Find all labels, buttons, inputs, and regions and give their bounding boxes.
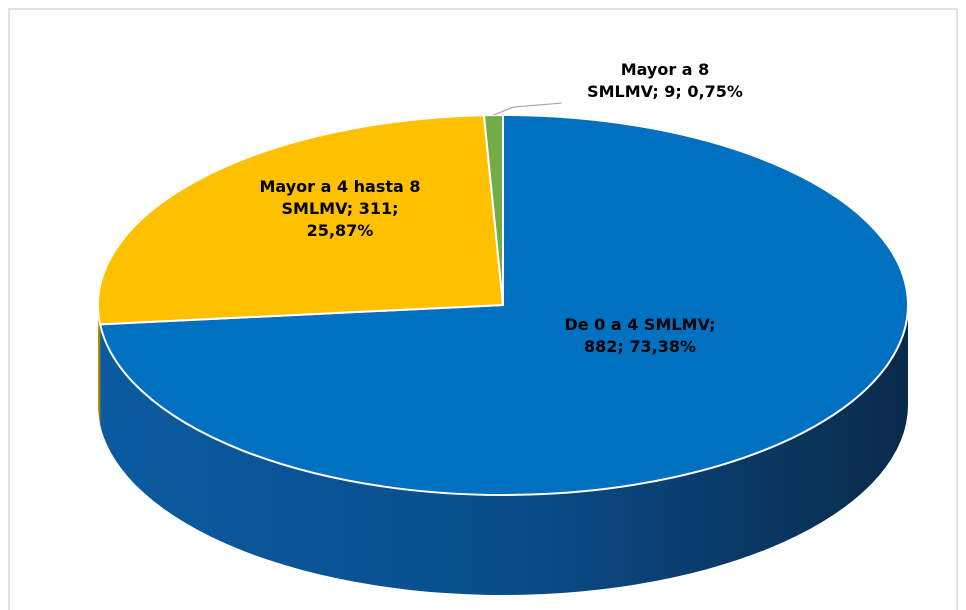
data-label: De 0 a 4 SMLMV; 882; 73,38% [564, 315, 715, 356]
data-label-line: SMLMV; 9; 0,75% [587, 82, 743, 101]
slice-side [100, 305, 908, 595]
leader-line [493, 102, 562, 116]
data-label-line: Mayor a 8 [621, 60, 710, 79]
data-label-line: 882; 73,38% [584, 337, 696, 356]
data-label: Mayor a 4 hasta 8 SMLMV; 311; 25,87% [259, 177, 420, 240]
data-label: Mayor a 8 SMLMV; 9; 0,75% [587, 60, 743, 101]
data-label-line: De 0 a 4 SMLMV; [564, 315, 715, 334]
data-label-line: 25,87% [307, 221, 374, 240]
data-label-line: Mayor a 4 hasta 8 [259, 177, 420, 196]
slice [97, 114, 505, 326]
slice [98, 113, 909, 496]
data-label-line: SMLMV; 311; [282, 199, 399, 218]
slice-side [98, 305, 101, 425]
